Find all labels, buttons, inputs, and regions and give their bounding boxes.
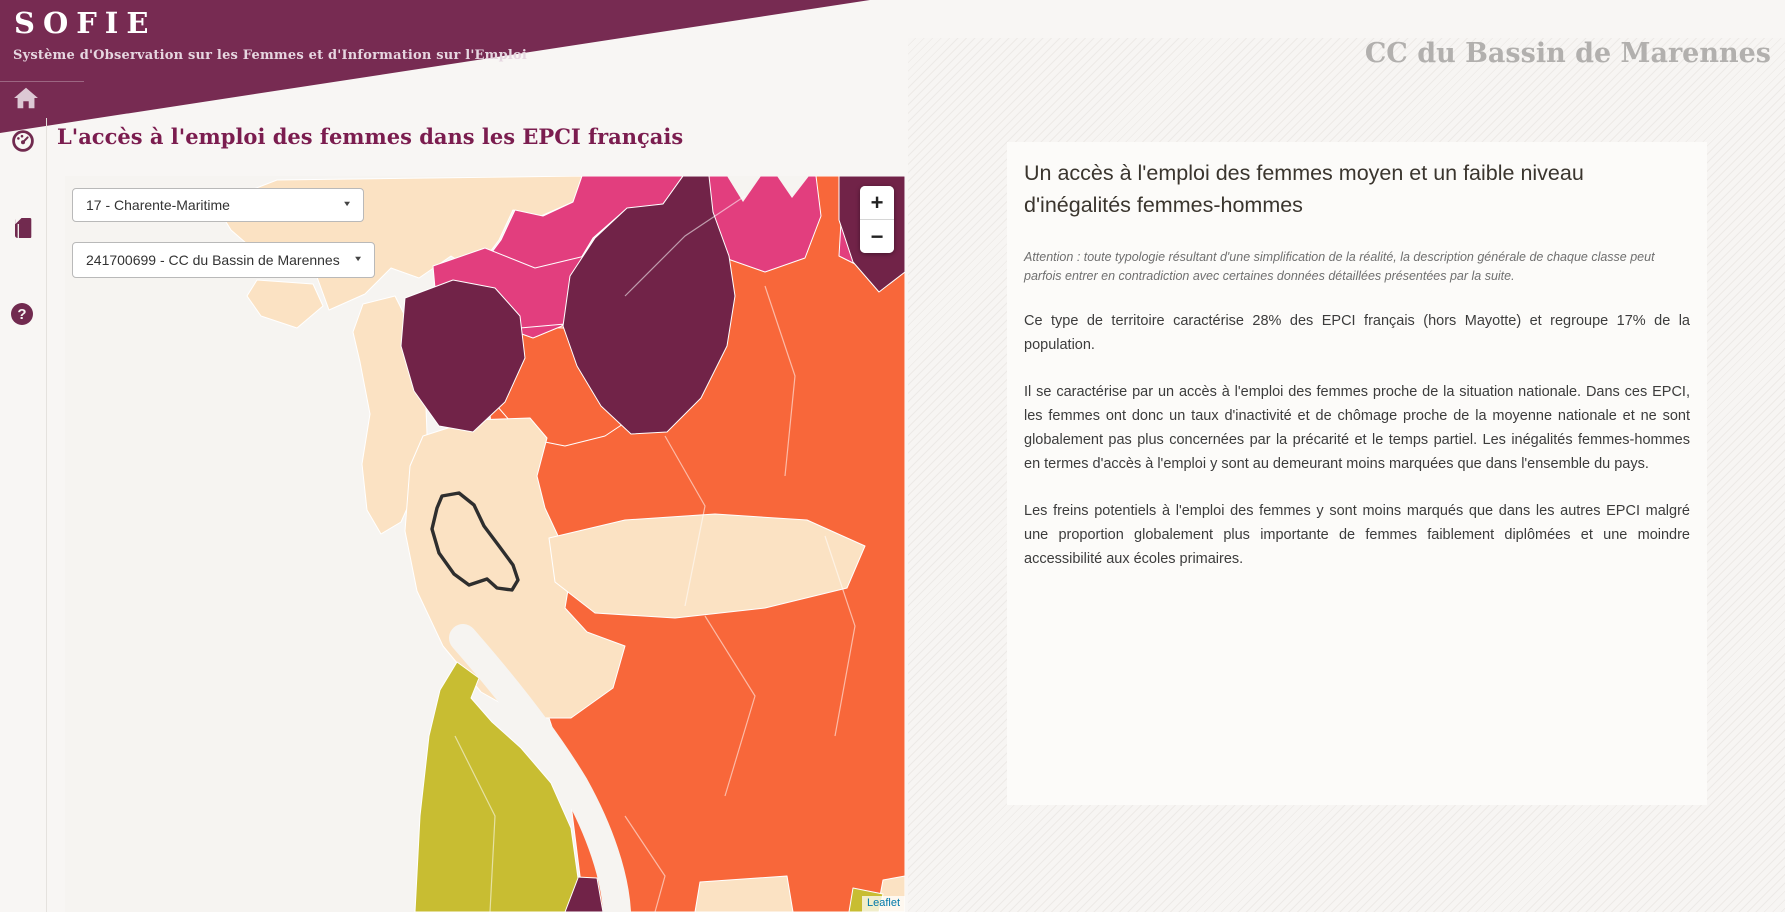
selected-epci-region[interactable] bbox=[430, 491, 520, 592]
typology-disclaimer: Attention : toute typologie résultant d'… bbox=[1024, 250, 1655, 283]
app-subtitle: Système d'Observation sur les Femmes et … bbox=[13, 48, 528, 63]
map-sea-notches bbox=[727, 176, 809, 202]
header-divider bbox=[0, 81, 84, 82]
app-logo: SOFIE bbox=[14, 6, 157, 40]
home-icon bbox=[13, 87, 39, 115]
typology-title: Un accès à l'emploi des femmes moyen et … bbox=[1024, 161, 1584, 217]
map-zoom-control: + − bbox=[860, 186, 894, 253]
chevron-down-icon: ▼ bbox=[353, 255, 363, 264]
description-paragraph-3: Les freins potentiels à l'emploi des fem… bbox=[1024, 503, 1690, 567]
sidebar-item-help[interactable]: ? bbox=[11, 303, 35, 327]
epci-select-value: 241700699 - CC du Bassin de Marennes bbox=[86, 252, 340, 268]
sidebar-divider bbox=[46, 118, 47, 912]
description-paragraph-1: Ce type de territoire caractérise 28% de… bbox=[1024, 313, 1690, 353]
department-select-value: 17 - Charente-Maritime bbox=[86, 197, 230, 213]
home-button[interactable] bbox=[13, 85, 39, 111]
map-canvas bbox=[65, 176, 905, 912]
territory-heading: CC du Bassin de Marennes bbox=[1364, 38, 1771, 69]
estuary-water bbox=[449, 624, 631, 912]
sidebar-item-report[interactable] bbox=[11, 216, 35, 240]
typology-card: Un accès à l'emploi des femmes moyen et … bbox=[1007, 142, 1707, 805]
choropleth-map[interactable]: + − Leaflet bbox=[65, 176, 905, 912]
epci-regions-purple[interactable] bbox=[400, 176, 905, 912]
chevron-down-icon: ▼ bbox=[342, 200, 352, 209]
detail-panel: CC du Bassin de Marennes Un accès à l'em… bbox=[908, 0, 1785, 912]
sidebar-item-typology[interactable] bbox=[11, 129, 35, 153]
map-attribution-link[interactable]: Leaflet bbox=[861, 896, 905, 912]
help-icon: ? bbox=[11, 303, 33, 325]
epci-boundary-lines bbox=[454, 195, 856, 912]
epci-select[interactable]: 241700699 - CC du Bassin de Marennes ▼ bbox=[72, 242, 375, 278]
book-icon bbox=[11, 218, 35, 244]
department-select[interactable]: 17 - Charente-Maritime ▼ bbox=[72, 188, 364, 222]
zoom-out-button[interactable]: − bbox=[860, 220, 894, 253]
gauge-icon bbox=[11, 130, 35, 157]
zoom-in-button[interactable]: + bbox=[860, 186, 894, 220]
description-paragraph-2: Il se caractérise par un accès à l'emplo… bbox=[1024, 384, 1690, 472]
page-title: L'accès à l'emploi des femmes dans les E… bbox=[57, 124, 684, 149]
